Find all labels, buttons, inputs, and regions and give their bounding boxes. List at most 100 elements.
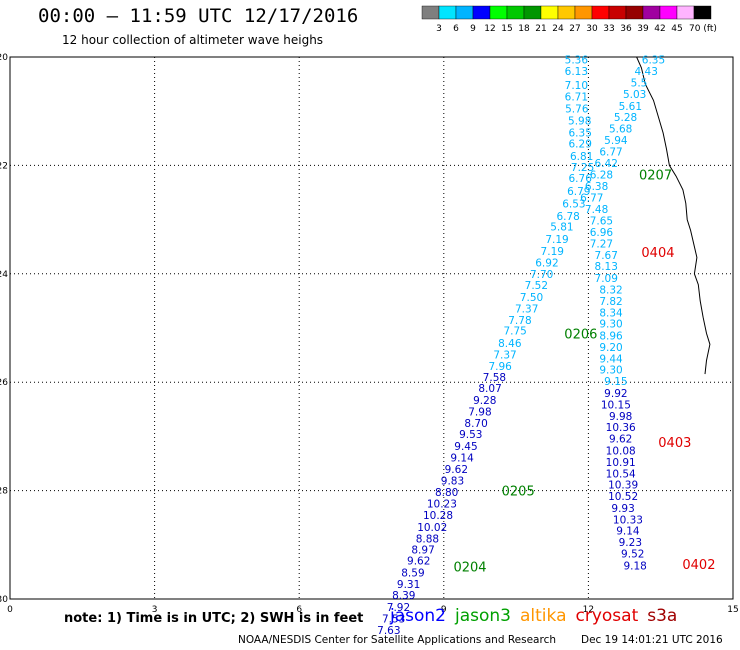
wave-height-label: 7.63 [377, 625, 400, 637]
legend-entry-jason2: jason2 [390, 606, 446, 626]
wave-height-label: 6.78 [556, 211, 579, 223]
colorbar-label: 3 [436, 24, 442, 34]
wave-height-label: 7.52 [525, 280, 548, 292]
wave-height-label: 10.91 [606, 457, 636, 469]
wave-height-label: 6.13 [565, 66, 588, 78]
coastline [636, 56, 711, 375]
colorbar-swatch [608, 5, 627, 20]
colorbar-swatch [489, 5, 508, 20]
footer-date: Dec 19 14:01:21 UTC 2016 [581, 634, 723, 646]
legend-entry-cryosat: cryosat [575, 606, 639, 626]
pass-annotation: 0206 [564, 327, 597, 342]
wave-height-label: 10.36 [606, 422, 636, 434]
colorbar-label: 15 [501, 24, 512, 34]
wave-height-label: 6.35 [642, 55, 665, 67]
wave-height-label: 6.29 [569, 139, 592, 151]
wave-height-label: 7.98 [468, 406, 491, 418]
wave-height-label: 9.44 [599, 353, 623, 365]
wave-height-label: 7.27 [590, 238, 613, 250]
colorbar-label: 70 (ft) [689, 24, 717, 34]
colorbar-label: 24 [552, 24, 564, 34]
wave-height-label: 6.96 [590, 227, 614, 239]
wave-height-label: 9.62 [407, 556, 430, 568]
wave-height-label: 9.14 [450, 453, 474, 465]
wave-height-label: 5.81 [550, 222, 573, 234]
wave-height-label: 8.34 [599, 307, 623, 319]
wave-height-label: 7.92 [387, 602, 410, 614]
x-tick-label: 6 [296, 605, 302, 615]
colorbar-label: 45 [671, 24, 682, 34]
wave-height-label: 10.54 [606, 468, 636, 480]
wave-height-label: 6.92 [535, 257, 558, 269]
wave-height-label: 6.77 [580, 192, 603, 204]
wave-height-label: 9.15 [604, 376, 627, 388]
wave-height-label: 9.52 [621, 548, 644, 560]
colorbar-label: 33 [603, 24, 614, 34]
wave-height-label: 6.35 [569, 127, 592, 139]
wave-height-label: 7.75 [503, 326, 526, 338]
colorbar-label: 39 [637, 24, 649, 34]
wave-height-label: 7.78 [508, 315, 531, 327]
wave-height-label: 7.65 [590, 216, 613, 228]
wave-height-label: 10.02 [417, 522, 447, 534]
wave-height-label: 9.98 [609, 411, 632, 423]
colorbar-swatch [642, 5, 661, 20]
wave-height-label: 10.23 [427, 499, 457, 511]
y-tick-label: -24 [0, 270, 8, 280]
colorbar-label: 9 [470, 24, 476, 34]
wave-height-label: 6.76 [569, 173, 593, 185]
wave-height-label: 8.46 [498, 338, 522, 350]
y-tick-label: -20 [0, 53, 8, 63]
wave-height-label: 5.68 [609, 124, 632, 136]
wave-height-label: 8.96 [599, 331, 623, 343]
wave-height-label: 5.98 [568, 115, 591, 127]
y-tick-label: -30 [0, 595, 8, 605]
y-tick-label: -28 [0, 487, 8, 497]
wave-height-label: 6.79 [567, 186, 590, 198]
colorbar-label: 6 [453, 24, 459, 34]
colorbar-label: 27 [569, 24, 580, 34]
wave-height-label: 7.50 [520, 292, 543, 304]
wave-height-label: 9.53 [459, 429, 482, 441]
wave-height-label: 10.52 [608, 491, 638, 503]
colorbar-label: 30 [586, 24, 598, 34]
wave-height-label: 7.48 [585, 204, 608, 216]
satellite-legend: jason2 jason3 altika cryosat s3a [390, 606, 686, 626]
wave-height-label: 8.88 [416, 533, 439, 545]
footer-note: note: 1) Time is in UTC; 2) SWH is in fe… [64, 611, 364, 626]
colorbar-label: 42 [654, 24, 665, 34]
wave-height-label: 9.14 [616, 526, 640, 538]
wave-height-label: 5.36 [565, 55, 589, 67]
wave-height-label: 9.83 [441, 475, 464, 487]
pass-annotation: 0403 [658, 436, 691, 451]
wave-height-label: 7.25 [571, 162, 594, 174]
wave-height-label: 7.96 [488, 361, 512, 373]
footer-credit: NOAA/NESDIS Center for Satellite Applica… [238, 634, 556, 646]
wave-height-label: 4.43 [635, 66, 658, 78]
wave-height-label: 6.81 [570, 151, 593, 163]
colorbar-swatch [540, 5, 559, 20]
wave-height-label: 7.09 [595, 273, 618, 285]
colorbar-swatch [523, 5, 542, 20]
wave-height-label: 6.77 [599, 146, 622, 158]
colorbar-swatch [693, 5, 712, 20]
colorbar-label: 21 [535, 24, 546, 34]
wave-height-label: 10.33 [613, 514, 643, 526]
wave-height-label: 5.5 [631, 77, 648, 89]
wave-height-label: 9.30 [599, 319, 622, 331]
colorbar-swatch [574, 5, 593, 20]
wave-height-label: 9.30 [599, 365, 622, 377]
wave-height-label: 10.08 [606, 445, 636, 457]
chart-subtitle: 12 hour collection of altimeter wave hei… [62, 33, 324, 47]
wave-height-label: 7.70 [530, 269, 553, 281]
wave-height-label: 8.80 [435, 487, 458, 499]
wave-height-label: 6.28 [590, 170, 613, 182]
wave-height-label: 7.19 [541, 246, 564, 258]
pass-annotation: 0402 [682, 558, 715, 573]
colorbar-label: 12 [484, 24, 495, 34]
wave-height-label: 8.97 [411, 545, 434, 557]
pass-annotation: 0207 [639, 169, 672, 184]
wave-height-label: 8.59 [401, 567, 424, 579]
wave-height-label: 5.28 [614, 112, 637, 124]
wave-height-label: 9.62 [609, 434, 632, 446]
